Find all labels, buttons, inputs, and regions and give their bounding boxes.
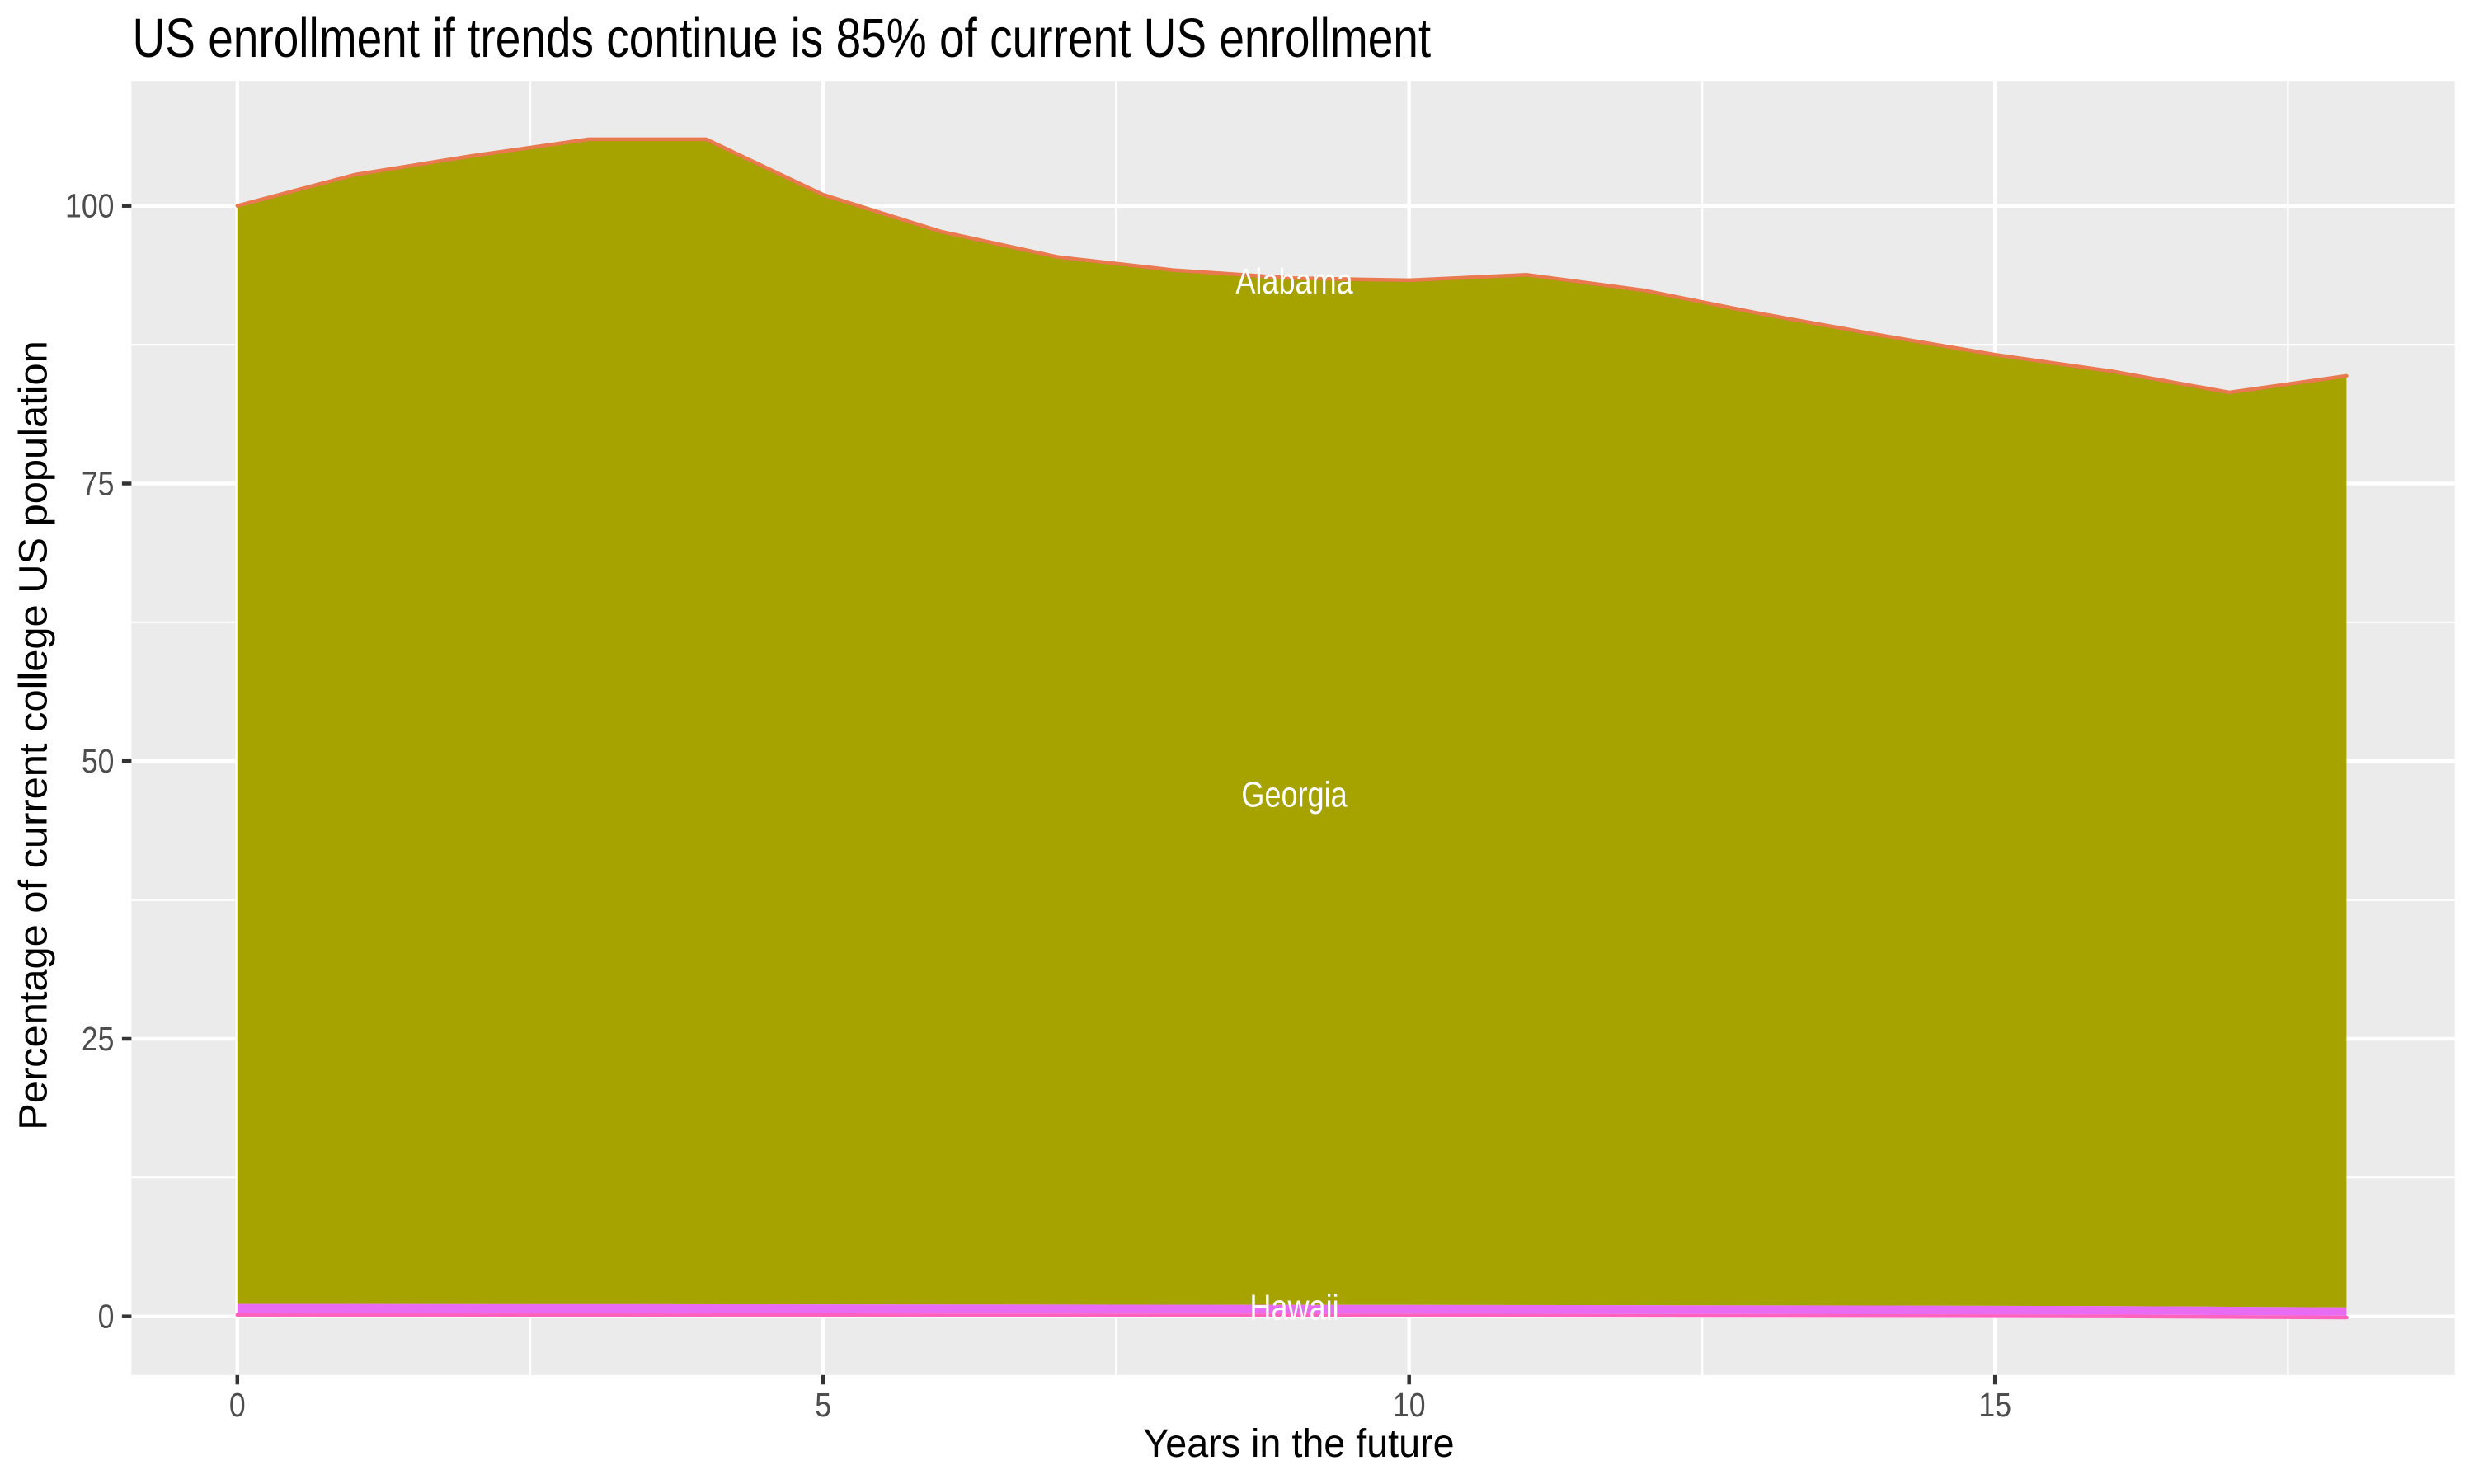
- svg-text:Percentage of current college: Percentage of current college US populat…: [12, 340, 56, 1130]
- svg-text:5: 5: [815, 1387, 831, 1425]
- svg-text:Hawaii: Hawaii: [1249, 1287, 1338, 1327]
- svg-text:10: 10: [1393, 1387, 1426, 1425]
- svg-text:Alabama: Alabama: [1235, 261, 1353, 302]
- svg-text:0: 0: [229, 1387, 246, 1425]
- svg-text:50: 50: [82, 743, 115, 781]
- svg-text:25: 25: [82, 1021, 115, 1059]
- svg-text:Years in the future: Years in the future: [1143, 1421, 1454, 1466]
- svg-text:75: 75: [82, 465, 115, 503]
- svg-text:0: 0: [98, 1298, 115, 1336]
- svg-text:US enrollment if trends contin: US enrollment if trends continue is 85% …: [133, 7, 1432, 68]
- svg-text:Georgia: Georgia: [1241, 774, 1348, 815]
- svg-text:100: 100: [65, 188, 114, 226]
- svg-text:15: 15: [1978, 1387, 2011, 1425]
